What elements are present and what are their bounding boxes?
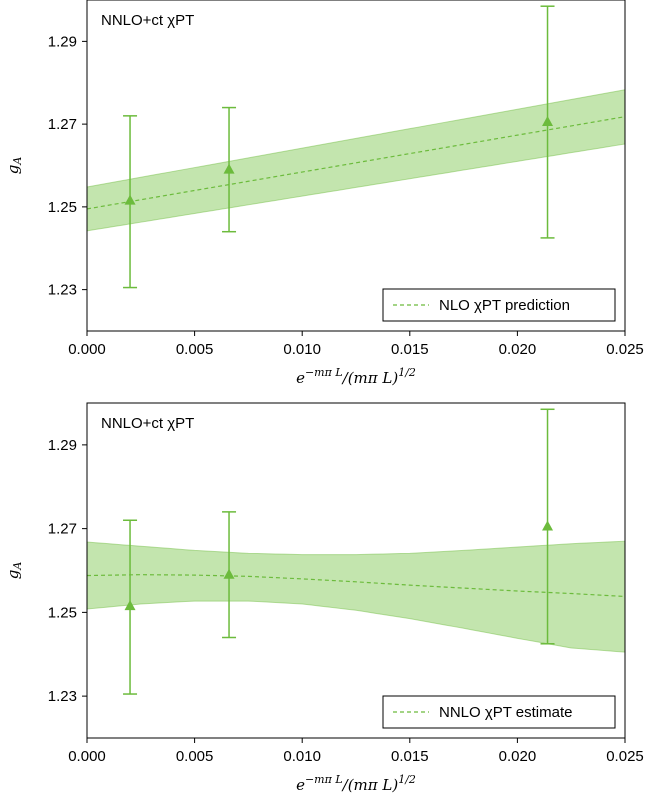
x-axis-label-rest: /(mπ L) (341, 776, 399, 794)
x-tick-label: 0.000 (68, 341, 106, 358)
fit-line (86, 574, 626, 598)
triangle-marker (223, 163, 235, 174)
legend-label: NLO χPT prediction (439, 297, 570, 314)
panel-top: 0.000 0.005 0.010 0.015 0.020 0.025 1.23 1.25 1.… (4, 0, 644, 387)
y-axis-label-sub: A (11, 562, 24, 571)
triangle-marker (124, 194, 136, 205)
legend-label: NNLO χPT estimate (439, 704, 572, 721)
y-axis-label: gA (4, 157, 24, 175)
confidence-band (87, 541, 625, 653)
data-point-1 (123, 115, 138, 289)
y-tick-label: 1.25 (48, 604, 77, 621)
x-axis-label-main: e (296, 369, 305, 387)
data-point-2 (222, 511, 237, 639)
data-point-3 (540, 408, 555, 645)
y-tick-label: 1.23 (48, 688, 77, 705)
triangle-marker (124, 600, 136, 611)
y-tick-label: 1.27 (48, 521, 77, 538)
y-axis-label: gA (4, 562, 24, 580)
x-tick-label: 0.020 (499, 748, 537, 765)
triangle-marker (542, 520, 554, 531)
x-axis-label-sup: −mπ L (305, 366, 343, 379)
triangle-marker (542, 116, 554, 127)
data-point-3 (540, 5, 555, 239)
triangle-marker (223, 568, 235, 579)
plot-frame (86, 0, 626, 332)
y-axis-label-main: g (4, 165, 22, 175)
x-axis-label-rest: /(mπ L) (341, 369, 399, 387)
x-axis-label: e−mπ L/(mπ L)1/2 (296, 366, 416, 387)
x-tick-label: 0.010 (283, 748, 321, 765)
plot-frame (86, 402, 626, 739)
legend: NNLO χPT estimate (382, 695, 616, 729)
y-tick-label: 1.23 (48, 282, 77, 299)
y-tick-label: 1.25 (48, 199, 77, 216)
legend: NLO χPT prediction (382, 288, 616, 322)
x-tick-label: 0.015 (391, 341, 429, 358)
x-axis-label-main: e (296, 776, 305, 794)
x-tick-label: 0.005 (176, 748, 214, 765)
x-tick-label: 0.025 (606, 341, 644, 358)
band-lower-edge (86, 143, 626, 232)
band-upper-edge (86, 89, 626, 188)
model-annotation: NNLO+ct χPT (101, 12, 194, 29)
x-tick-label: 0.000 (68, 748, 106, 765)
x-axis-label-sup2: 1/2 (398, 773, 416, 786)
x-tick-label: 0.005 (176, 341, 214, 358)
x-tick-label: 0.020 (499, 341, 537, 358)
x-axis-label-sup: −mπ L (305, 773, 343, 786)
panel-bottom: 0.000 0.005 0.010 0.015 0.020 0.025 1.23 1.25 1.… (4, 402, 644, 794)
x-tick-label: 0.010 (283, 341, 321, 358)
y-axis-label-main: g (4, 570, 22, 580)
x-axis-label-sup2: 1/2 (398, 366, 416, 379)
x-tick-label: 0.015 (391, 748, 429, 765)
y-axis-label-sub: A (11, 157, 24, 166)
data-point-2 (222, 106, 237, 233)
x-axis-label: e−mπ L/(mπ L)1/2 (296, 773, 416, 794)
y-tick-label: 1.27 (48, 116, 77, 133)
y-tick-label: 1.29 (48, 33, 77, 50)
band-lower-edge (86, 600, 626, 653)
confidence-band (87, 89, 625, 231)
y-tick-label: 1.29 (48, 437, 77, 454)
data-point-1 (123, 519, 138, 695)
band-upper-edge (86, 540, 626, 556)
x-tick-label: 0.025 (606, 748, 644, 765)
model-annotation: NNLO+ct χPT (101, 415, 194, 432)
